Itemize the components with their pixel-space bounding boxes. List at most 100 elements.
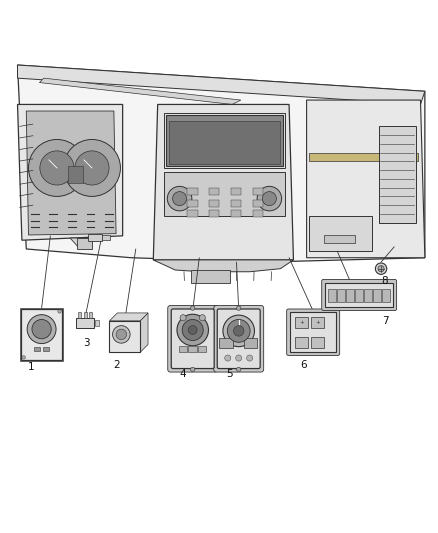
Circle shape xyxy=(191,306,195,310)
Text: +: + xyxy=(315,320,320,325)
Bar xyxy=(187,210,198,217)
Circle shape xyxy=(191,367,195,372)
Polygon shape xyxy=(39,78,241,104)
Circle shape xyxy=(225,355,231,361)
Bar xyxy=(355,289,363,302)
Bar xyxy=(231,188,241,195)
Bar xyxy=(379,126,416,223)
Bar xyxy=(77,238,92,249)
FancyBboxPatch shape xyxy=(321,279,396,311)
Polygon shape xyxy=(153,260,293,272)
Circle shape xyxy=(223,315,254,346)
Circle shape xyxy=(75,151,109,185)
Bar xyxy=(311,317,324,328)
Bar xyxy=(89,312,92,318)
Polygon shape xyxy=(70,238,96,248)
Bar xyxy=(290,312,336,352)
Polygon shape xyxy=(18,104,123,240)
Bar xyxy=(179,346,187,352)
Circle shape xyxy=(180,314,186,321)
Circle shape xyxy=(378,265,384,272)
Bar xyxy=(209,188,219,195)
Circle shape xyxy=(262,191,276,206)
Text: +: + xyxy=(300,320,304,325)
Circle shape xyxy=(116,329,127,340)
Circle shape xyxy=(40,151,74,185)
Bar xyxy=(166,115,283,166)
Circle shape xyxy=(113,326,130,343)
FancyBboxPatch shape xyxy=(217,309,260,368)
Bar xyxy=(324,235,355,243)
Text: 1: 1 xyxy=(28,362,35,372)
Circle shape xyxy=(237,306,241,310)
Bar xyxy=(253,210,263,217)
Bar xyxy=(88,234,102,241)
Bar xyxy=(21,309,62,360)
Circle shape xyxy=(233,326,244,336)
Polygon shape xyxy=(110,313,148,321)
Bar xyxy=(95,320,99,326)
Polygon shape xyxy=(307,100,425,258)
Circle shape xyxy=(64,140,120,197)
FancyBboxPatch shape xyxy=(214,305,264,372)
Circle shape xyxy=(173,191,187,206)
FancyBboxPatch shape xyxy=(168,305,218,372)
Bar xyxy=(231,210,241,217)
Circle shape xyxy=(28,140,85,197)
Bar xyxy=(364,289,372,302)
Circle shape xyxy=(177,314,208,346)
Text: 4: 4 xyxy=(180,369,187,379)
Bar xyxy=(20,308,63,361)
Bar xyxy=(43,346,49,351)
Circle shape xyxy=(32,319,51,339)
Bar xyxy=(169,120,280,164)
Circle shape xyxy=(27,314,56,344)
Bar xyxy=(346,289,353,302)
Circle shape xyxy=(257,187,282,211)
Bar xyxy=(253,200,263,207)
Bar xyxy=(337,289,345,302)
Bar xyxy=(253,188,263,195)
Polygon shape xyxy=(153,104,293,260)
Polygon shape xyxy=(18,65,425,104)
Circle shape xyxy=(182,319,203,341)
Bar xyxy=(76,318,94,328)
Bar xyxy=(191,270,230,282)
FancyBboxPatch shape xyxy=(171,309,214,368)
Circle shape xyxy=(199,314,205,321)
Text: 3: 3 xyxy=(83,338,90,348)
Bar xyxy=(164,172,285,216)
Bar xyxy=(187,188,198,195)
Bar xyxy=(110,321,140,352)
Bar xyxy=(373,289,381,302)
Bar xyxy=(187,200,198,207)
Circle shape xyxy=(237,367,241,372)
Bar xyxy=(198,346,206,352)
Circle shape xyxy=(188,326,197,334)
Text: 7: 7 xyxy=(382,316,389,326)
Text: 2: 2 xyxy=(113,360,120,370)
FancyBboxPatch shape xyxy=(286,309,340,356)
Bar xyxy=(219,338,233,348)
Text: 6: 6 xyxy=(300,360,307,370)
Polygon shape xyxy=(26,111,116,235)
Bar xyxy=(84,312,87,318)
Circle shape xyxy=(167,187,192,211)
Polygon shape xyxy=(18,65,425,262)
Bar xyxy=(209,210,219,217)
Bar xyxy=(309,154,418,161)
Bar xyxy=(231,200,241,207)
Bar xyxy=(209,200,219,207)
Circle shape xyxy=(236,355,242,361)
Text: 5: 5 xyxy=(226,369,233,379)
Circle shape xyxy=(375,263,387,274)
Bar xyxy=(382,289,390,302)
Bar xyxy=(68,166,83,183)
Bar xyxy=(328,289,336,302)
Bar xyxy=(34,346,40,351)
Bar xyxy=(244,338,257,348)
Bar xyxy=(311,336,324,348)
Circle shape xyxy=(58,310,61,313)
Bar xyxy=(78,312,81,318)
Text: 8: 8 xyxy=(381,276,388,286)
